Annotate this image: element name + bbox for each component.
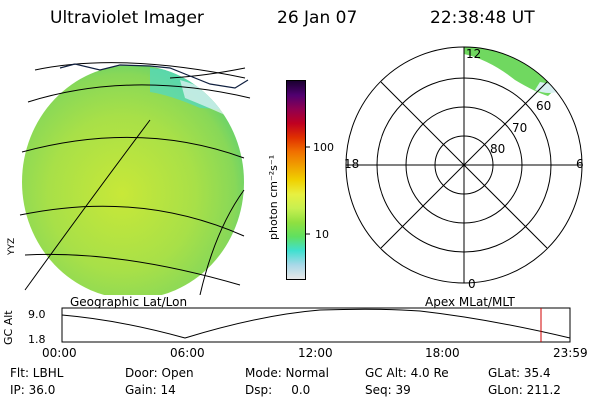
header-time: 22:38:48 UT xyxy=(430,8,535,28)
info-door: Door: Open xyxy=(125,366,194,380)
colorbar xyxy=(286,80,306,280)
altitude-xtick-4: 23:59 xyxy=(553,346,588,360)
altitude-xtick-0: 00:00 xyxy=(42,346,77,360)
info-glat: GLat: 35.4 xyxy=(488,366,551,380)
coastline xyxy=(59,63,249,89)
info-dsp: Dsp: 0.0 xyxy=(245,383,311,397)
info-mode: Mode: Normal xyxy=(245,366,329,380)
mlt-label-0: 0 xyxy=(468,277,476,290)
altitude-curve xyxy=(61,308,571,339)
colorbar-ticks: 100 10 xyxy=(306,141,334,241)
altitude-plot: GC Alt 9.0 1.8 00:00 06:00 12:00 18:00 2… xyxy=(2,307,588,360)
svg-text:photon cm⁻²s⁻¹: photon cm⁻²s⁻¹ xyxy=(267,155,280,240)
polar-grid xyxy=(345,46,583,284)
polar-caption: Apex MLat/MLT xyxy=(425,295,515,309)
polar-plot: 12 18 6 0 60 70 80 xyxy=(344,46,584,290)
altitude-xtick-3: 18:00 xyxy=(425,346,460,360)
geo-grid xyxy=(19,62,251,295)
lat-label-80: 80 xyxy=(490,142,505,156)
info-glon: GLon: 211.2 xyxy=(488,383,561,397)
uv-image-panel: YYZ xyxy=(7,62,251,295)
app-title: Ultraviolet Imager xyxy=(50,8,204,28)
colorbar-tick-100: 100 xyxy=(313,141,334,154)
mlt-label-6: 6 xyxy=(576,157,584,171)
altitude-ylabel: GC Alt xyxy=(2,310,15,345)
altitude-plot-frame xyxy=(61,307,571,343)
altitude-xtick-1: 06:00 xyxy=(170,346,205,360)
info-gc-alt: GC Alt: 4.0 Re xyxy=(365,366,449,380)
oval-edge xyxy=(535,82,568,93)
altitude-xtick-2: 12:00 xyxy=(298,346,333,360)
image-caption: Geographic Lat/Lon xyxy=(70,295,188,309)
info-filter: Flt: LBHL xyxy=(10,366,64,380)
mlt-label-18: 18 xyxy=(344,157,359,171)
header-date: 26 Jan 07 xyxy=(277,8,358,28)
info-ip: IP: 36.0 xyxy=(10,383,56,397)
info-seq: Seq: 39 xyxy=(365,383,411,397)
colorbar-tick-10: 10 xyxy=(315,228,329,241)
lat-label-60: 60 xyxy=(536,99,551,113)
altitude-ytick-high: 9.0 xyxy=(28,308,46,321)
corner-label: YYZ xyxy=(7,238,17,256)
colorbar-gradient xyxy=(287,81,305,279)
colorbar-unit-label: photon cm⁻²s⁻¹ xyxy=(267,155,280,240)
altitude-ytick-low: 1.8 xyxy=(28,333,46,346)
mlt-label-12: 12 xyxy=(466,47,481,61)
lat-label-70: 70 xyxy=(512,121,527,135)
info-gain: Gain: 14 xyxy=(125,383,176,397)
earth-disk xyxy=(22,65,244,295)
